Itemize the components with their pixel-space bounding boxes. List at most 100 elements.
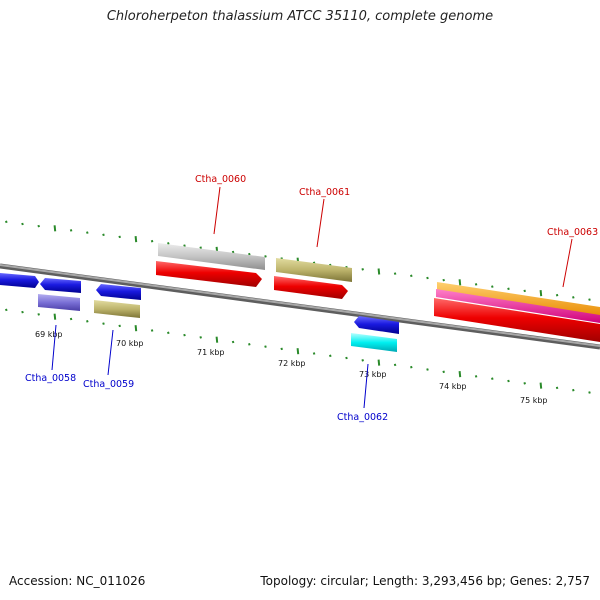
reverse-scale-tick — [248, 343, 251, 346]
forward-scale-tick — [588, 298, 591, 301]
forward-scale-tick — [264, 255, 267, 258]
reverse-scale-tick — [442, 370, 445, 374]
reverse-scale-tick — [426, 368, 429, 371]
reverse-scale-tick — [167, 331, 170, 335]
reverse-scale-tick — [86, 320, 89, 323]
reverse-scale-tick — [183, 333, 186, 337]
forward-scale-tick — [442, 278, 445, 282]
reverse-scale-tick — [377, 359, 381, 366]
scale-label-70kbp: 70 kbp — [116, 339, 144, 348]
reverse-scale-tick — [474, 375, 478, 378]
genome-summary-text: Topology: circular; Length: 3,293,456 bp… — [260, 574, 590, 588]
reverse-scale-tick — [102, 322, 105, 325]
reverse-scale-tick — [361, 359, 364, 362]
accession-text: Accession: NC_011026 — [9, 574, 146, 588]
forward-scale-tick — [523, 289, 526, 293]
feature-bar-gray-0060[interactable] — [158, 243, 265, 270]
gene-arrow-ctha-0063[interactable] — [434, 298, 600, 342]
feature-bar-magenta-0063[interactable] — [436, 289, 600, 323]
feature-bar-orange-0063[interactable] — [437, 282, 600, 317]
forward-scale-tick — [491, 285, 494, 288]
scale-label-75kbp: 75 kbp — [520, 396, 548, 405]
forward-scale-tick — [37, 224, 40, 228]
forward-scale-tick — [539, 290, 543, 297]
reverse-scale-tick — [507, 379, 510, 383]
forward-scale-tick — [572, 296, 575, 299]
forward-scale-tick — [150, 239, 154, 243]
reverse-scale-tick — [588, 391, 591, 394]
reverse-scale-tick — [410, 365, 413, 369]
reverse-scale-tick — [231, 340, 235, 344]
reverse-scale-tick — [345, 356, 348, 360]
feature-bar-purple[interactable] — [38, 294, 80, 311]
reverse-scale-tick — [329, 354, 332, 358]
reverse-scale-tick — [150, 329, 154, 332]
reverse-scale-tick — [5, 308, 8, 312]
gene-label-ctha-0058: Ctha_0058 — [25, 373, 76, 384]
reverse-scale-tick — [215, 336, 219, 343]
forward-scale-tick — [507, 287, 510, 291]
forward-scale-tick — [167, 242, 170, 245]
forward-scale-tick — [102, 233, 105, 237]
gene-labels: Ctha_0060 Ctha_0061 Ctha_0063 Ctha_0058 … — [25, 174, 598, 423]
forward-scale-tick — [555, 293, 559, 297]
reverse-scale-tick — [539, 382, 543, 389]
gene-arrow-partial-left[interactable] — [0, 273, 39, 288]
reverse-scale-tick — [393, 363, 397, 367]
forward-scale-tick — [361, 268, 364, 271]
forward-scale-tick — [118, 235, 121, 239]
gene-label-ctha-0059: Ctha_0059 — [83, 379, 134, 390]
reverse-scale-tick — [555, 386, 559, 390]
feature-bar-olive-0059[interactable] — [94, 300, 140, 318]
callout-line-0063 — [562, 238, 573, 288]
scale-label-72kbp: 72 kbp — [278, 359, 306, 368]
feature-bar-olive-0061[interactable] — [276, 258, 352, 282]
gene-arrow-ctha-0059[interactable] — [96, 284, 141, 300]
gene-label-ctha-0063: Ctha_0063 — [547, 227, 598, 238]
forward-scale-tick — [458, 279, 462, 286]
reverse-scale-tick — [523, 382, 526, 385]
reverse-scale-tick — [21, 310, 24, 314]
reverse-scale-tick — [312, 352, 316, 355]
callout-line-0060 — [213, 186, 221, 235]
callout-line-0059 — [107, 329, 114, 376]
forward-scale-tick — [86, 231, 89, 234]
gene-label-ctha-0060: Ctha_0060 — [195, 174, 246, 185]
gene-arrow-ctha-0058[interactable] — [40, 278, 81, 293]
gene-label-ctha-0062: Ctha_0062 — [337, 412, 388, 423]
gene-label-ctha-0061: Ctha_0061 — [299, 187, 350, 198]
forward-scale-tick — [134, 236, 138, 243]
scale-label-74kbp: 74 kbp — [439, 382, 467, 391]
feature-bar-cyan[interactable] — [351, 333, 397, 352]
forward-scale-tick — [410, 274, 413, 278]
forward-scale-tick — [53, 225, 57, 232]
reverse-scale-tick — [118, 324, 121, 328]
reverse-scale-tick — [69, 317, 73, 321]
scale-label-69kbp: 69 kbp — [35, 330, 63, 339]
scale-label-73kbp: 73 kbp — [359, 370, 387, 379]
reverse-scale-tick — [458, 371, 462, 378]
forward-scale-tick — [183, 244, 186, 247]
reverse-scale-tick — [264, 345, 267, 348]
gene-arrow-ctha-0061[interactable] — [274, 276, 348, 299]
gene-arrow-ctha-0062[interactable] — [354, 316, 399, 334]
reverse-scale-tick — [199, 336, 202, 339]
forward-scale-tick — [5, 220, 8, 224]
forward-scale-tick — [474, 283, 478, 286]
forward-scale-tick — [231, 250, 235, 254]
forward-scale-tick — [248, 252, 251, 256]
gene-callouts — [51, 186, 573, 409]
gene-arrow-ctha-0060[interactable] — [156, 261, 262, 287]
callout-line-0061 — [316, 198, 325, 248]
forward-scale-tick — [426, 276, 429, 280]
reverse-scale-tick — [296, 348, 300, 355]
forward-scale-tick — [21, 222, 24, 226]
callout-line-0062 — [363, 363, 369, 409]
reverse-scale-tick — [280, 347, 283, 351]
reverse-scale-ticks — [5, 308, 591, 394]
forward-scale-tick — [69, 229, 73, 232]
scale-labels: 69 kbp 70 kbp 71 kbp 72 kbp 73 kbp 74 kb… — [35, 330, 548, 405]
reverse-scale-tick — [53, 313, 57, 320]
forward-scale-tick — [393, 272, 397, 275]
